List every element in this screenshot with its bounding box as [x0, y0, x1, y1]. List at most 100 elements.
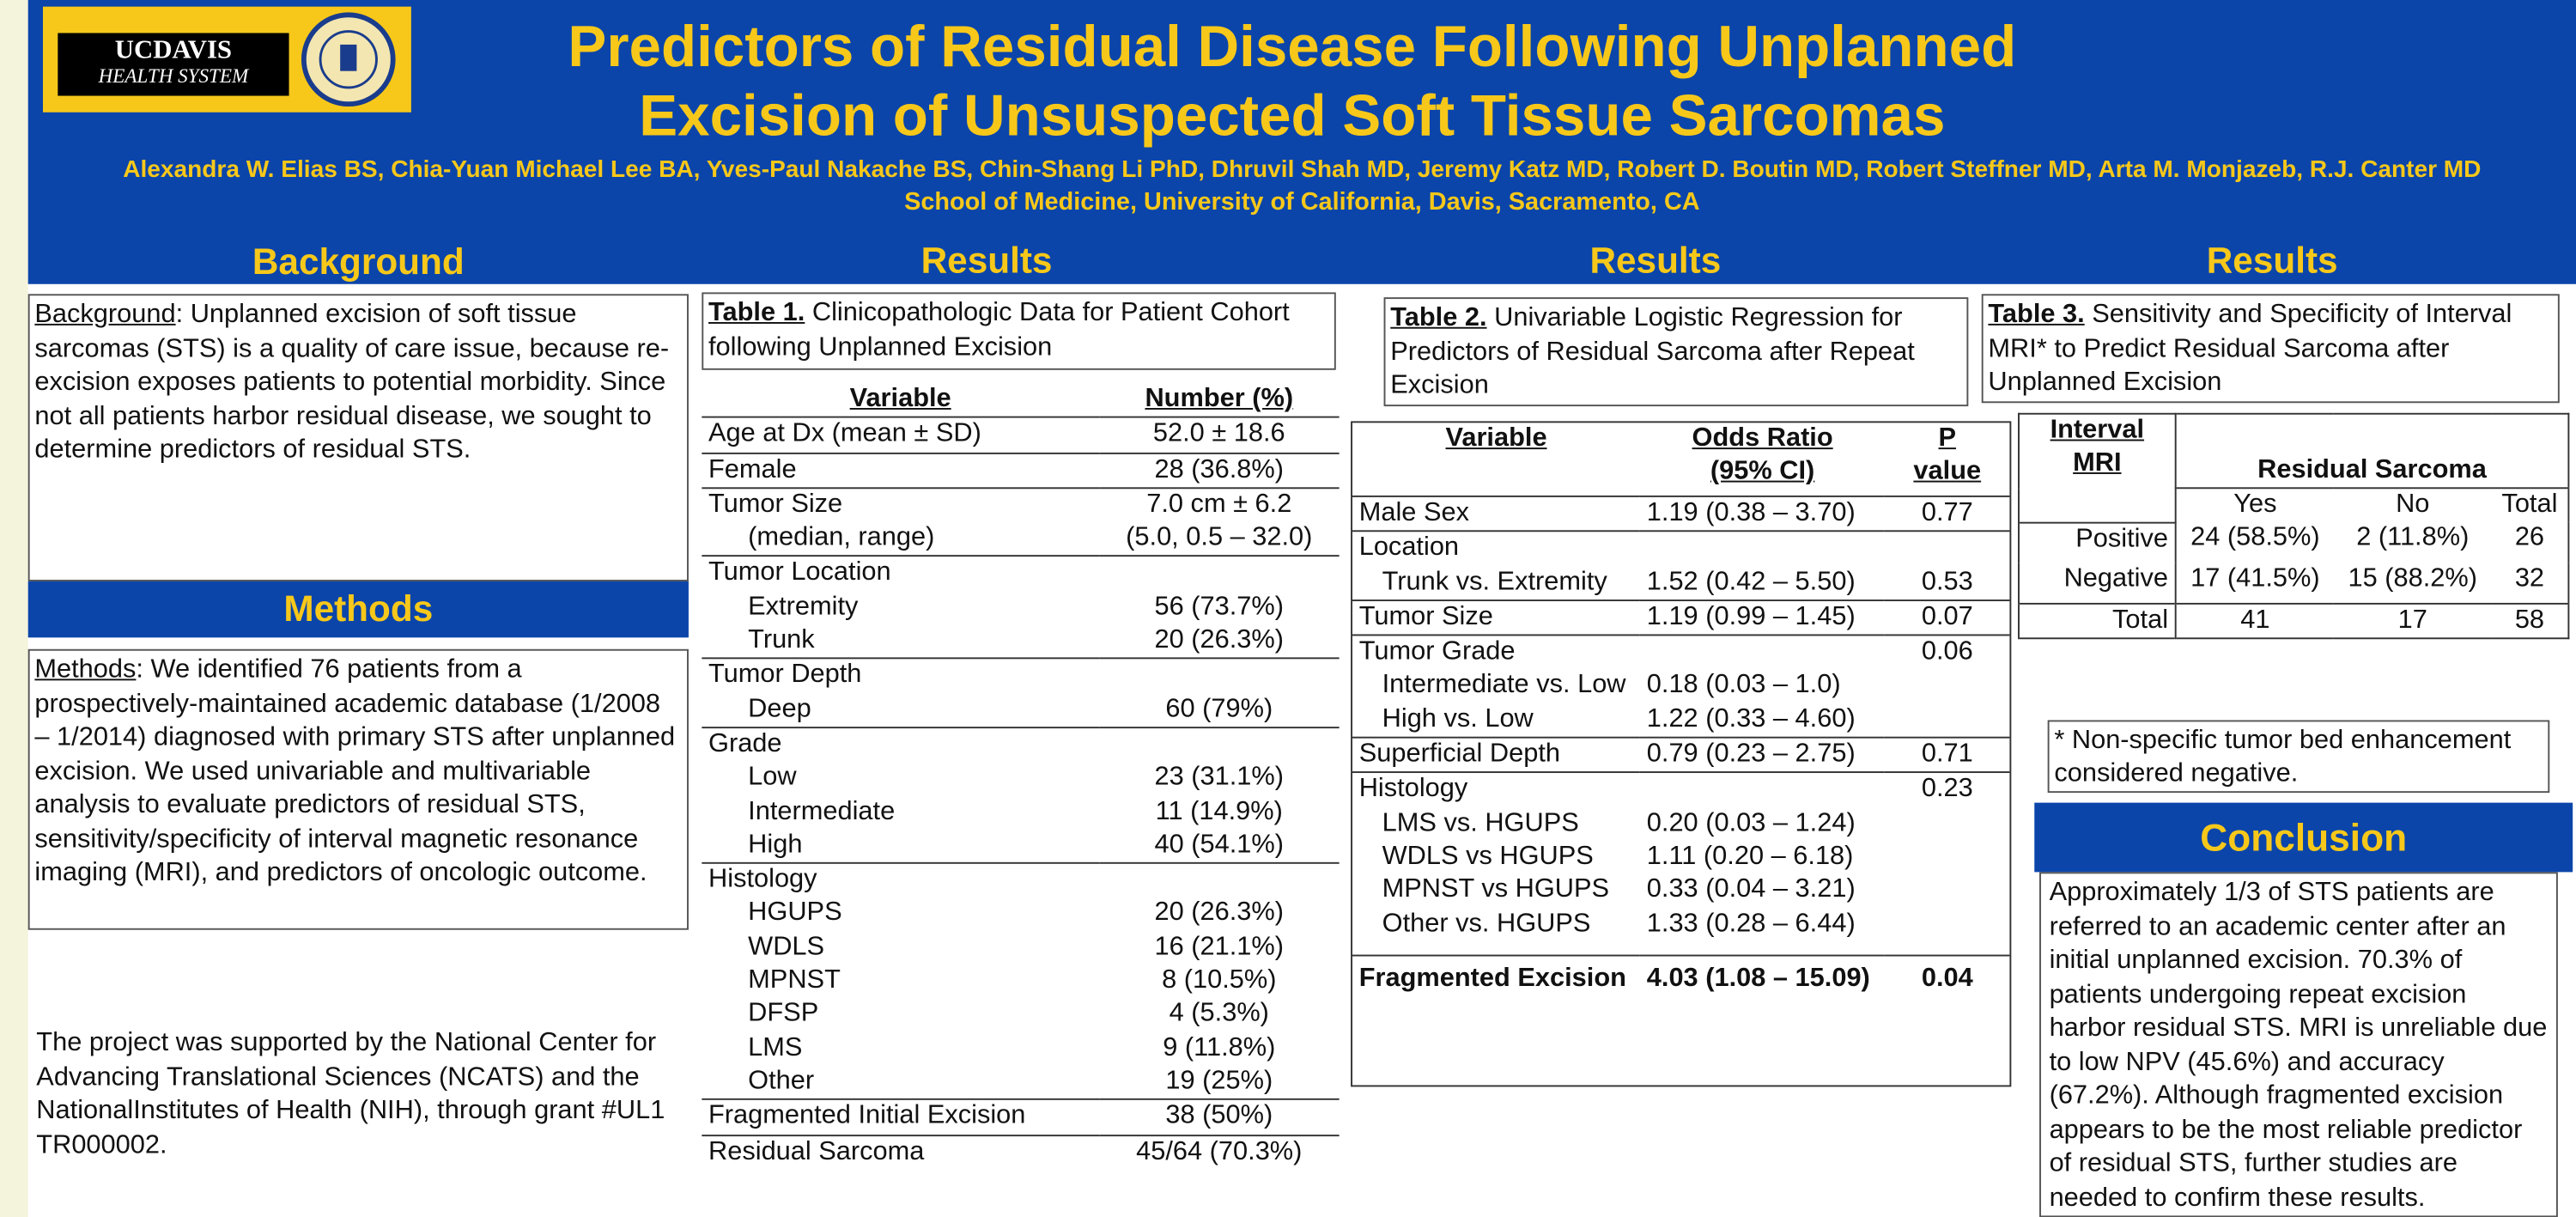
section-heading: Methods — [27, 581, 689, 638]
column-header: Total — [2491, 487, 2569, 523]
cell: 0.71 — [1885, 736, 2010, 773]
row: Total 41 17 58 — [2018, 602, 2569, 639]
row-label: High vs. Low — [1382, 704, 1534, 733]
row-label: Residual Sarcoma — [702, 1134, 1099, 1170]
cell: 1.19 (0.38 – 3.70) — [1640, 495, 1886, 532]
row: WDLS vs HGUPS 1.11 (0.20 – 6.18) — [1352, 841, 2009, 874]
cell: 17 (41.5%) — [2190, 563, 2320, 593]
section-heading: Conclusion — [2034, 802, 2573, 873]
row: Histology — [702, 862, 1340, 898]
row: (median, range) (5.0, 0.5 – 32.0) — [702, 522, 1339, 557]
cell — [1885, 703, 2009, 738]
row-label: LMS — [748, 1033, 803, 1062]
row: Male Sex 1.19 (0.38 – 3.70) 0.77 — [1352, 495, 2010, 532]
logo-wordmark: UCDAVIS HEALTH SYSTEM — [58, 33, 289, 96]
caption-text: Univariable Logistic Regression for Pred… — [1390, 303, 1915, 400]
caption: Table 3. Sensitivity and Specificity of … — [1981, 294, 2560, 404]
cell: 38 (50%) — [1098, 1098, 1340, 1135]
cell: 7.0 cm ± 6.2 — [1098, 487, 1340, 523]
row-label: Trunk — [748, 626, 815, 654]
row-label: Tumor Size — [1352, 599, 1641, 636]
spacer — [1352, 941, 2009, 955]
section-heading: Results — [2206, 239, 2338, 281]
title-line: Excision of Unsuspected Soft Tissue Sarc… — [639, 84, 1946, 149]
table-2: Variable Odds Ratio (95% CI) P value Male S… — [1351, 421, 2012, 1087]
row: Other vs. HGUPS 1.33 (0.28 – 6.44) — [1352, 908, 2009, 941]
column-header: No — [2334, 487, 2492, 523]
row: Superficial Depth 0.79 (0.23 – 2.75) 0.71 — [1352, 736, 2010, 773]
row: Fragmented Excision 4.03 (1.08 – 15.09) 0.… — [1352, 954, 2010, 996]
row: MPNST 8 (10.5%) — [702, 964, 1339, 998]
row: Fragmented Initial Excision 38 (50%) — [702, 1098, 1340, 1135]
row-label: Intermediate — [748, 797, 896, 825]
title-line: Predictors of Residual Disease Following… — [568, 15, 2017, 80]
cell — [1885, 807, 2009, 841]
authors: Alexandra W. Elias BS, Chia-Yuan Michael… — [123, 156, 2482, 184]
row: Tumor Grade 0.06 — [1352, 634, 2010, 670]
cell — [1885, 908, 2009, 941]
logo-line: HEALTH SYSTEM — [98, 64, 249, 88]
cell: 19 (25%) — [1165, 1067, 1273, 1095]
cell — [1098, 727, 1340, 763]
row-label: MPNST — [748, 966, 841, 995]
cell — [1098, 556, 1340, 592]
column-header: Odds Ratio (95% CI) — [1692, 424, 1833, 486]
row-label: (median, range) — [748, 523, 935, 552]
cell: 28 (36.8%) — [1098, 452, 1340, 489]
cell: 45/64 (70.3%) — [1098, 1134, 1340, 1170]
row: Tumor Size 1.19 (0.99 – 1.45) 0.07 — [1352, 599, 2010, 636]
header-row: Variable Odds Ratio (95% CI) P value — [1352, 423, 2009, 496]
row-label: Histology — [1352, 771, 1641, 807]
row: WDLS 16 (21.1%) — [702, 931, 1339, 964]
title: Predictors of Residual Disease Following… — [413, 13, 2172, 152]
cell: 4 (5.3%) — [1169, 1000, 1269, 1028]
text: : Unplanned excision of soft tissue sarc… — [34, 301, 670, 465]
cell — [1885, 670, 2009, 703]
row: HGUPS 20 (26.3%) — [702, 898, 1339, 931]
header-row: Interval MRI Residual Sarcoma — [2018, 412, 2568, 524]
row-label: Tumor Grade — [1352, 634, 1641, 670]
table: Interval MRI Residual Sarcoma Yes No Total Po… — [2018, 412, 2570, 640]
row: High vs. Low 1.22 (0.33 – 4.60) — [1352, 703, 2009, 738]
cell: 0.20 (0.03 – 1.24) — [1646, 808, 1856, 837]
row-label: HGUPS — [748, 899, 842, 928]
cell: 0.04 — [1885, 954, 2010, 996]
row-label: Extremity — [748, 592, 859, 621]
column-header: Yes — [2175, 487, 2335, 523]
section-heading: Results — [1589, 239, 1722, 281]
caption-label: Table 2. — [1390, 303, 1487, 332]
row: Intermediate vs. Low 0.18 (0.03 – 1.0) — [1352, 670, 2009, 703]
column-header: Variable — [849, 385, 951, 413]
cell: 11 (14.9%) — [1155, 797, 1283, 825]
row-label: Tumor Size — [702, 487, 1099, 523]
row-label: Tumor Depth — [702, 658, 1099, 694]
cell: 0.33 (0.04 – 3.21) — [1646, 875, 1856, 904]
row: Deep 60 (79%) — [702, 693, 1339, 727]
section-heading: Results — [920, 239, 1053, 281]
row-label: Superficial Depth — [1352, 736, 1641, 773]
row: Extremity 56 (73.7%) — [702, 591, 1339, 624]
cell: 2 (11.8%) — [2356, 524, 2470, 552]
row-label: High — [748, 831, 803, 859]
row: High 40 (54.1%) — [702, 829, 1339, 863]
row-label: Age at Dx (mean ± SD) — [702, 417, 1099, 453]
cell — [1640, 771, 1886, 807]
row: Trunk vs. Extremity 1.52 (0.42 – 5.50) 0.5… — [1352, 566, 2009, 600]
cell: 24 (58.5%) — [2190, 524, 2320, 552]
row-label: Histology — [702, 862, 1099, 898]
cell — [1640, 634, 1886, 670]
cell: 8 (10.5%) — [1162, 966, 1277, 995]
cell: 1.33 (0.28 – 6.44) — [1646, 909, 1856, 938]
table: Variable Number (%) Age at Dx (mean ± SD) 5… — [702, 383, 1340, 1170]
cell — [1098, 658, 1340, 694]
row-label: WDLS vs HGUPS — [1382, 842, 1594, 871]
row: MPNST vs HGUPS 0.33 (0.04 – 3.21) — [1352, 874, 2009, 908]
caption-text: Sensitivity and Specificity of Interval … — [1988, 301, 2512, 397]
row-label: Fragmented Initial Excision — [702, 1098, 1099, 1135]
cell: 0.53 — [1921, 567, 1973, 596]
cell: 40 (54.1%) — [1154, 831, 1285, 859]
cell: 20 (26.3%) — [1154, 626, 1285, 654]
cell: 20 (26.3%) — [1154, 899, 1285, 928]
row: Histology 0.23 — [1352, 771, 2010, 807]
